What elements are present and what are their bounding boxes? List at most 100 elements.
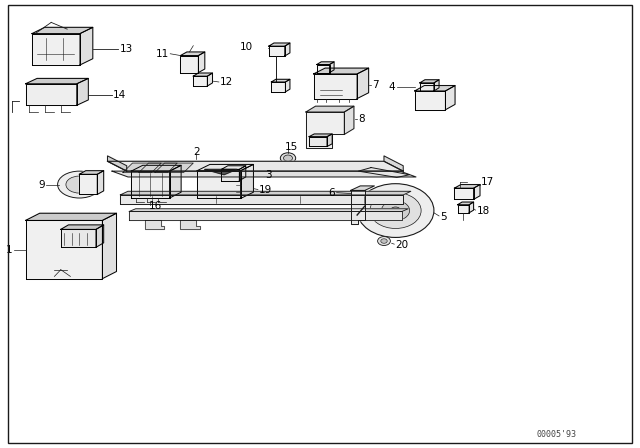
Text: 9: 9 bbox=[38, 180, 45, 190]
Polygon shape bbox=[26, 220, 102, 279]
Polygon shape bbox=[26, 84, 77, 105]
Polygon shape bbox=[129, 209, 408, 211]
Polygon shape bbox=[32, 27, 93, 34]
Polygon shape bbox=[193, 76, 207, 86]
Text: 17: 17 bbox=[481, 177, 495, 187]
Polygon shape bbox=[445, 86, 455, 110]
Polygon shape bbox=[129, 211, 402, 220]
Polygon shape bbox=[61, 225, 104, 229]
Polygon shape bbox=[358, 168, 410, 177]
Text: 4: 4 bbox=[389, 82, 396, 92]
Polygon shape bbox=[198, 52, 205, 73]
Polygon shape bbox=[271, 79, 290, 82]
Ellipse shape bbox=[58, 171, 101, 198]
Polygon shape bbox=[327, 134, 332, 146]
Text: 20: 20 bbox=[396, 240, 409, 250]
Polygon shape bbox=[434, 80, 439, 91]
Polygon shape bbox=[32, 34, 80, 65]
Text: 7: 7 bbox=[372, 80, 379, 90]
Polygon shape bbox=[415, 91, 445, 110]
Polygon shape bbox=[180, 56, 198, 73]
Circle shape bbox=[378, 237, 390, 246]
Circle shape bbox=[280, 153, 296, 164]
Polygon shape bbox=[197, 164, 253, 171]
Text: 1: 1 bbox=[6, 245, 13, 254]
Polygon shape bbox=[145, 220, 164, 229]
Polygon shape bbox=[120, 191, 411, 195]
Polygon shape bbox=[454, 188, 474, 199]
Text: 11: 11 bbox=[156, 49, 169, 59]
Polygon shape bbox=[344, 106, 354, 134]
Polygon shape bbox=[131, 171, 170, 198]
Polygon shape bbox=[221, 166, 246, 169]
Polygon shape bbox=[80, 27, 93, 65]
Text: 13: 13 bbox=[120, 44, 133, 54]
Polygon shape bbox=[285, 79, 290, 92]
Polygon shape bbox=[26, 213, 116, 220]
Text: 18: 18 bbox=[477, 206, 490, 215]
Text: 2: 2 bbox=[193, 147, 200, 157]
Polygon shape bbox=[77, 78, 88, 105]
Polygon shape bbox=[454, 185, 480, 188]
Polygon shape bbox=[309, 134, 332, 137]
Polygon shape bbox=[285, 43, 290, 56]
Polygon shape bbox=[180, 52, 205, 56]
Circle shape bbox=[355, 197, 361, 202]
Polygon shape bbox=[351, 190, 365, 224]
Circle shape bbox=[381, 201, 410, 220]
Polygon shape bbox=[330, 62, 334, 73]
Circle shape bbox=[370, 193, 421, 228]
Text: 8: 8 bbox=[358, 114, 365, 124]
Polygon shape bbox=[314, 74, 357, 99]
Circle shape bbox=[355, 215, 361, 220]
Polygon shape bbox=[474, 185, 480, 199]
Polygon shape bbox=[351, 186, 374, 190]
Text: 12: 12 bbox=[220, 78, 234, 87]
Text: 5: 5 bbox=[440, 212, 447, 222]
Text: 16: 16 bbox=[149, 201, 162, 211]
Ellipse shape bbox=[66, 176, 93, 193]
Circle shape bbox=[357, 184, 434, 237]
Polygon shape bbox=[180, 220, 200, 229]
Polygon shape bbox=[155, 163, 193, 172]
Polygon shape bbox=[314, 68, 369, 74]
Polygon shape bbox=[131, 165, 181, 171]
Polygon shape bbox=[197, 171, 241, 198]
Polygon shape bbox=[79, 171, 104, 174]
Polygon shape bbox=[384, 156, 403, 171]
Polygon shape bbox=[26, 78, 88, 84]
Polygon shape bbox=[306, 106, 354, 112]
Polygon shape bbox=[458, 205, 469, 213]
Polygon shape bbox=[193, 73, 212, 76]
Polygon shape bbox=[97, 171, 104, 194]
Polygon shape bbox=[120, 195, 403, 204]
Polygon shape bbox=[458, 202, 474, 205]
Polygon shape bbox=[415, 86, 455, 91]
Polygon shape bbox=[108, 156, 127, 171]
Polygon shape bbox=[241, 164, 253, 198]
Text: 19: 19 bbox=[259, 185, 273, 194]
Polygon shape bbox=[317, 62, 334, 65]
Polygon shape bbox=[317, 65, 330, 73]
Polygon shape bbox=[205, 169, 237, 175]
Text: 00005'93: 00005'93 bbox=[537, 430, 577, 439]
Polygon shape bbox=[123, 163, 161, 172]
Polygon shape bbox=[102, 213, 116, 279]
Polygon shape bbox=[61, 229, 96, 247]
Polygon shape bbox=[309, 137, 327, 146]
Polygon shape bbox=[271, 82, 285, 92]
Polygon shape bbox=[207, 73, 212, 86]
Polygon shape bbox=[269, 46, 285, 56]
Text: 3: 3 bbox=[266, 170, 272, 180]
Circle shape bbox=[381, 239, 387, 243]
Polygon shape bbox=[108, 161, 403, 171]
Text: 10: 10 bbox=[239, 42, 253, 52]
Polygon shape bbox=[306, 112, 344, 148]
Circle shape bbox=[390, 207, 401, 214]
Polygon shape bbox=[239, 166, 246, 181]
Polygon shape bbox=[96, 225, 104, 247]
Polygon shape bbox=[112, 171, 416, 177]
Polygon shape bbox=[420, 83, 434, 91]
Polygon shape bbox=[139, 163, 177, 172]
Polygon shape bbox=[357, 68, 369, 99]
